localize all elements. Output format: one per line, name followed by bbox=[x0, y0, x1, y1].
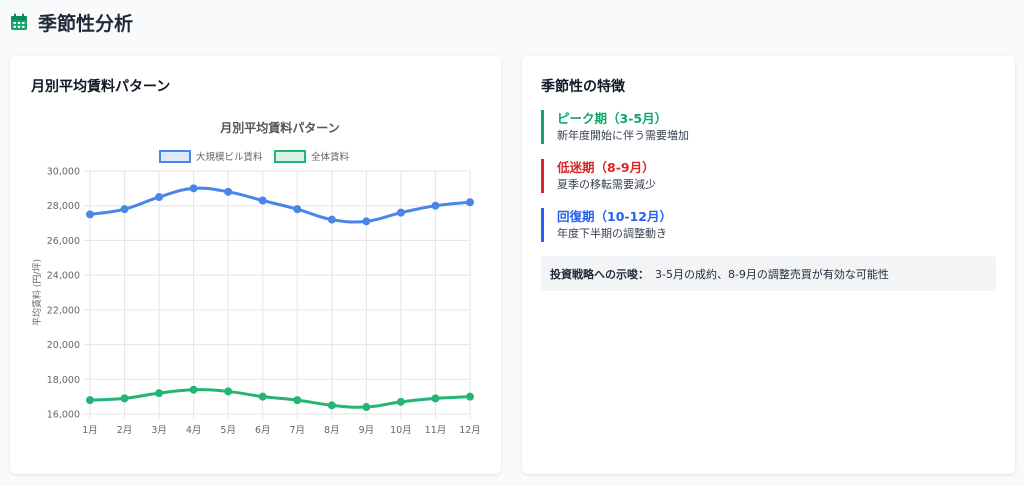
x-tick-label: 6月 bbox=[255, 425, 271, 436]
card-title: 月別平均賃料パターン bbox=[31, 79, 171, 95]
data-point bbox=[362, 217, 371, 226]
legend-label: 全体賃料 bbox=[311, 151, 350, 163]
y-tick-label: 30,000 bbox=[47, 167, 80, 178]
data-point bbox=[466, 392, 474, 401]
x-tick-label: 3月 bbox=[151, 425, 167, 436]
x-tick-label: 12月 bbox=[459, 425, 481, 436]
chart-title: 月別平均賃料パターン bbox=[219, 120, 339, 135]
data-point bbox=[431, 394, 440, 403]
data-point bbox=[189, 184, 198, 193]
data-point bbox=[258, 196, 267, 205]
x-tick-label: 8月 bbox=[324, 425, 340, 436]
y-tick-label: 22,000 bbox=[47, 305, 80, 316]
data-point bbox=[431, 201, 440, 210]
period-title: 低迷期（8-9月） bbox=[557, 160, 655, 175]
calendar-icon bbox=[11, 13, 27, 30]
period-title: 回復期（10-12月） bbox=[557, 209, 672, 224]
x-tick-label: 11月 bbox=[425, 425, 447, 436]
data-point bbox=[224, 187, 233, 196]
data-point bbox=[86, 396, 94, 405]
legend-swatch bbox=[274, 150, 306, 163]
period-peak: ピーク期（3-5月） 新年度開始に伴う需要増加 bbox=[541, 110, 981, 144]
x-tick-label: 2月 bbox=[117, 425, 133, 436]
series-line bbox=[89, 388, 471, 409]
data-point bbox=[396, 397, 405, 406]
card-title: 季節性の特徴 bbox=[541, 79, 625, 95]
x-tick-label: 7月 bbox=[289, 425, 305, 436]
data-point bbox=[327, 215, 336, 224]
data-point bbox=[396, 208, 405, 217]
page-header: 季節性分析 bbox=[10, 8, 133, 36]
investment-insight: 投資戦略への示唆： 3-5月の成約、8-9月の調整売買が有効な可能性 bbox=[541, 256, 996, 291]
data-point bbox=[293, 205, 302, 214]
x-tick-label: 4月 bbox=[186, 425, 202, 436]
x-tick-label: 5月 bbox=[220, 425, 236, 436]
page-title: 季節性分析 bbox=[38, 12, 134, 35]
legend-swatch bbox=[159, 150, 191, 163]
x-tick-label: 10月 bbox=[390, 425, 412, 436]
insight-text: 3-5月の成約、8-9月の調整売買が有効な可能性 bbox=[655, 267, 889, 281]
series-line bbox=[89, 186, 471, 224]
insight-label: 投資戦略への示唆： bbox=[550, 267, 649, 281]
data-point bbox=[362, 403, 371, 412]
y-tick-label: 16,000 bbox=[47, 410, 80, 421]
y-tick-label: 24,000 bbox=[47, 271, 80, 282]
x-tick-label: 9月 bbox=[359, 425, 375, 436]
data-point bbox=[224, 387, 233, 396]
data-point bbox=[327, 401, 336, 410]
data-point bbox=[155, 193, 164, 202]
data-point bbox=[189, 385, 198, 394]
y-tick-label: 18,000 bbox=[47, 375, 80, 386]
y-axis-label: 平均賃料 (円/坪) bbox=[31, 259, 43, 326]
data-point bbox=[120, 394, 129, 403]
x-tick-label: 1月 bbox=[82, 425, 98, 436]
period-description: 夏季の移転需要減少 bbox=[557, 178, 656, 191]
data-point bbox=[120, 205, 129, 214]
data-point bbox=[293, 396, 302, 405]
data-point bbox=[466, 198, 474, 207]
seasonality-card: 季節性の特徴 ピーク期（3-5月） 新年度開始に伴う需要増加 低迷期（8-9月）… bbox=[522, 56, 1015, 474]
period-low: 低迷期（8-9月） 夏季の移転需要減少 bbox=[541, 159, 981, 193]
data-point bbox=[258, 392, 267, 401]
rent-pattern-card: 月別平均賃料パターン 月別平均賃料パターン大規模ビル賃料 全体賃料 16,000 18… bbox=[10, 56, 501, 474]
y-tick-label: 28,000 bbox=[47, 201, 80, 212]
period-description: 新年度開始に伴う需要増加 bbox=[557, 129, 689, 142]
data-point bbox=[86, 210, 94, 219]
y-tick-label: 26,000 bbox=[47, 236, 80, 247]
period-recovery: 回復期（10-12月） 年度下半期の調整動き bbox=[541, 208, 981, 242]
period-title: ピーク期（3-5月） bbox=[557, 111, 668, 126]
y-tick-label: 20,000 bbox=[47, 340, 80, 351]
legend-label: 大規模ビル賃料 bbox=[196, 151, 263, 163]
data-point bbox=[155, 389, 164, 398]
period-description: 年度下半期の調整動き bbox=[557, 227, 667, 240]
